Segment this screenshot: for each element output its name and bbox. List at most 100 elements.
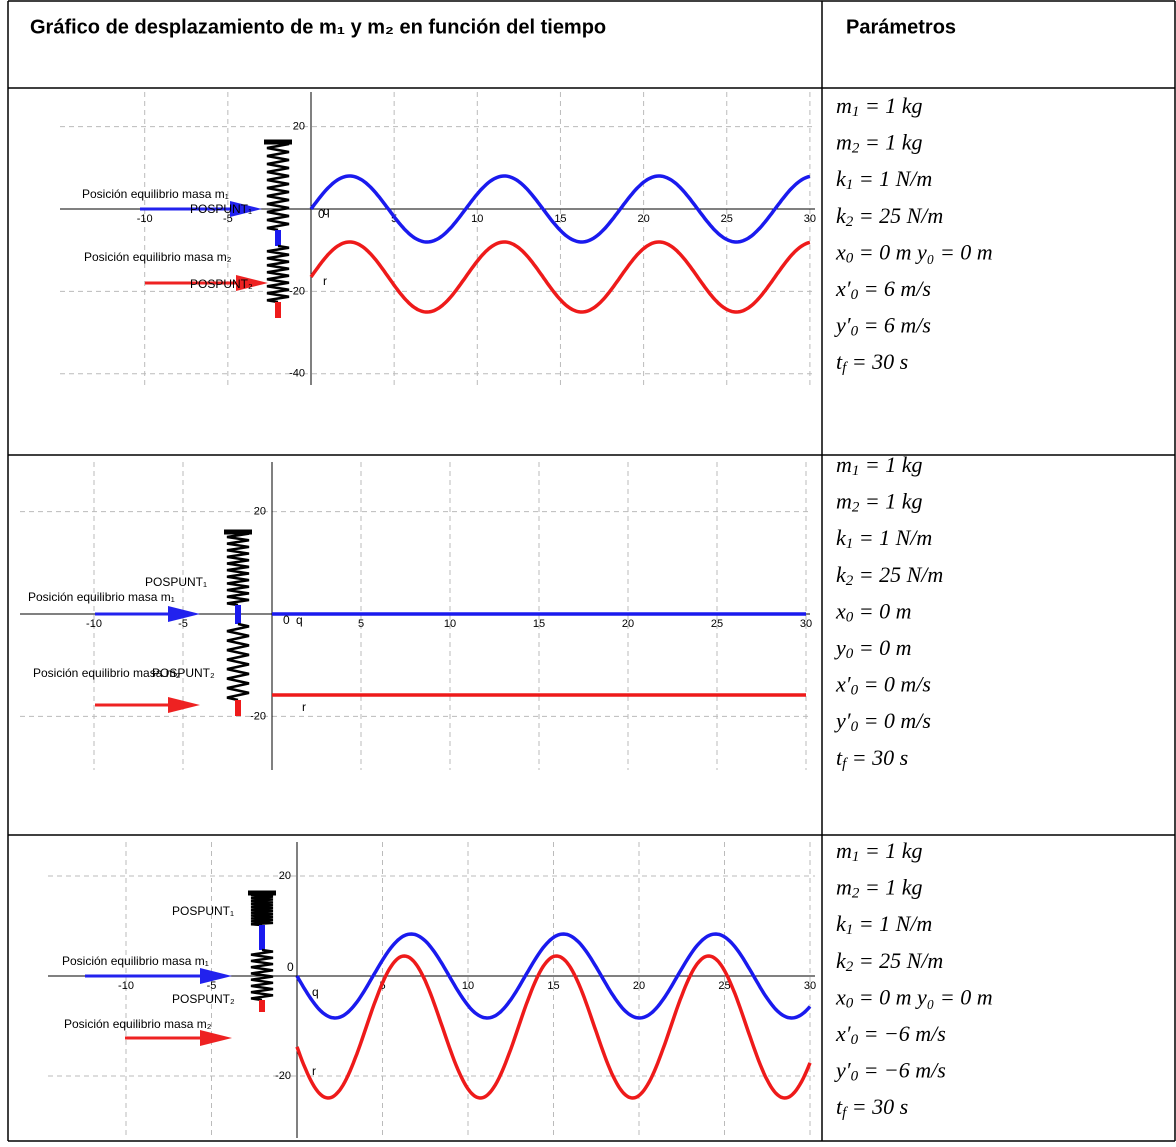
parameter-value: = 0 m [853, 635, 911, 660]
parameter-value: = 0 m [853, 598, 911, 623]
parameter: tf = 30 s [836, 349, 908, 376]
parameter: x′0 = 0 m/s [835, 672, 931, 699]
parameter-value: = 0 m/s [858, 708, 931, 733]
parameter: m2 = 1 kg [836, 875, 923, 902]
parameter: y′0 = −6 m/s [834, 1058, 946, 1085]
y-tick-label: 20 [279, 870, 291, 882]
parameter-subscript: 0 [851, 683, 859, 699]
parameter-subscript: 1 [852, 104, 860, 120]
parameter-symbol: x′ [835, 672, 852, 697]
x-tick-label: -10 [86, 618, 102, 630]
parameter-symbol: y′ [834, 708, 852, 733]
spring [226, 530, 250, 607]
parameter-subscript: 0 [846, 646, 854, 662]
parameter-symbol: k [836, 911, 847, 936]
parameter-value: = 1 kg [859, 875, 922, 900]
parameter-symbol: x′ [835, 1021, 852, 1046]
parameter-value: = 1 kg [859, 452, 922, 477]
parameter-value: = 1 kg [859, 489, 922, 514]
parameter: x0 = 0 m y₀ = 0 m [835, 239, 993, 266]
parameter-symbol: k [836, 525, 847, 550]
parameter-symbol: y′ [834, 1058, 852, 1083]
arrow-head [168, 606, 200, 622]
x-tick-label: 10 [444, 618, 456, 630]
origin-label: 0 [318, 207, 325, 221]
parameter: x′0 = −6 m/s [835, 1021, 946, 1048]
parameter-value: = 1 kg [859, 130, 922, 155]
parameter-subscript: 0 [846, 996, 854, 1012]
x-tick-label: -10 [118, 980, 134, 992]
parameter-value: = −6 m/s [858, 1021, 946, 1046]
parameter-value: = 30 s [846, 349, 908, 374]
parameter-symbol: x [835, 239, 846, 264]
parameter: tf = 30 s [836, 1094, 908, 1121]
parameter-symbol: m [836, 489, 852, 514]
parameter-symbol: k [836, 948, 847, 973]
x-tick-label: 15 [533, 618, 545, 630]
y-tick-label: 20 [254, 506, 266, 518]
y-tick-label: -20 [289, 285, 305, 297]
x-tick-label: 25 [718, 980, 730, 992]
parameter-subscript: 1 [846, 923, 854, 939]
parameter-value: = 1 N/m [853, 166, 932, 191]
parameter: m2 = 1 kg [836, 489, 923, 516]
parameter-value: = 6 m/s [858, 313, 931, 338]
parameter-value: = 25 N/m [853, 562, 943, 587]
parameter-symbol: k [836, 562, 847, 587]
red-curve [309, 240, 811, 314]
pospunt-2-label: POSPUNT₂ [152, 666, 215, 680]
parameter: x′0 = 6 m/s [835, 276, 931, 303]
pospunt-1-label: POSPUNT₁ [190, 202, 252, 216]
table-borders [7, 0, 1176, 1142]
x-tick-label: 10 [471, 213, 483, 225]
parameter-symbol: y′ [834, 313, 852, 338]
parameter-symbol: m [836, 130, 852, 155]
parameter: k2 = 25 N/m [836, 562, 943, 589]
parameter-symbol: m [836, 452, 852, 477]
arrow-head [236, 275, 268, 291]
parameter-subscript: 1 [846, 178, 854, 194]
x-tick-label: 15 [554, 213, 566, 225]
parameter-subscript: f [842, 1106, 848, 1122]
arrow-head [200, 968, 232, 984]
parameter-symbol: k [836, 166, 847, 191]
parameter-symbol: t [836, 745, 843, 770]
parameter-subscript: 1 [852, 463, 860, 479]
spring [226, 622, 250, 702]
parameter-subscript: 0 [851, 287, 859, 303]
equilibrium-1-label: Posición equilibrio masa m₁ [82, 187, 229, 201]
parameter: k2 = 25 N/m [836, 948, 943, 975]
pospunt-2-label: POSPUNT₂ [172, 992, 235, 1006]
arrow-head [200, 1030, 232, 1046]
parameter: tf = 30 s [836, 745, 908, 772]
parameter-symbol: y [834, 635, 846, 660]
equilibrium-2-label: Posición equilibrio masa m₂ [84, 250, 232, 264]
header-parameters: Parámetros [846, 16, 956, 38]
x-tick-label: 30 [804, 213, 816, 225]
origin-label: 0 [283, 613, 290, 627]
parameter-value: = 1 N/m [853, 525, 932, 550]
arrow-head [168, 697, 200, 713]
parameter: m2 = 1 kg [836, 130, 923, 157]
parameter-value: = 25 N/m [853, 203, 943, 228]
header-title: Gráfico de desplazamiento de m₁ y m₂ en … [30, 16, 606, 38]
parameter-subscript: 0 [851, 720, 859, 736]
spring [250, 891, 274, 927]
x-tick-label: -5 [223, 213, 233, 225]
pospunt-1-label: POSPUNT₁ [172, 904, 234, 918]
blue-curve [295, 932, 812, 1020]
x-tick-label: 20 [637, 213, 649, 225]
parameter-subscript: 0 [851, 1032, 859, 1048]
parameter: k1 = 1 N/m [836, 525, 932, 552]
parameter-symbol: t [836, 349, 843, 374]
y-tick-label: -40 [289, 368, 305, 380]
x-tick-label: 30 [800, 618, 812, 630]
y-tick-label: -20 [250, 710, 266, 722]
x-tick-label: 20 [622, 618, 634, 630]
parameter: m1 = 1 kg [836, 838, 923, 865]
parameter-subscript: 2 [852, 886, 860, 902]
parameter: m1 = 1 kg [836, 452, 923, 479]
